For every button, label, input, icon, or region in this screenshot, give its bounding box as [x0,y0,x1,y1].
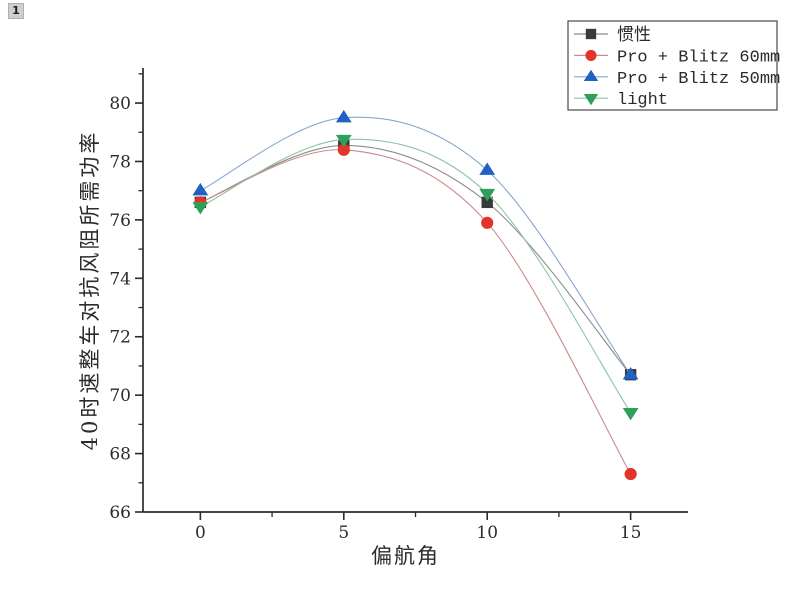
series-marker-1-2 [481,216,494,229]
y-tick-label: 68 [109,445,131,465]
legend-swatch-marker-0 [585,28,597,40]
legend-label-1: Pro + Blitz 60mm [617,48,780,67]
x-tick-label: 10 [476,523,498,543]
legend-swatch-marker-1 [585,49,597,61]
series-line-1 [200,149,632,475]
series-marker-3-3 [622,408,639,421]
legend-swatch-marker-3 [583,93,599,106]
series-marker-3-1 [335,134,352,148]
y-tick-label: 70 [109,386,131,406]
page-number-badge: 1 [8,3,24,19]
x-tick-label: 0 [195,523,206,543]
series-marker-2-0 [192,182,209,196]
legend-box [567,20,778,111]
x-tick-label: 5 [338,523,349,543]
y-tick-label: 72 [109,328,131,348]
y-tick-label: 76 [109,211,131,231]
legend-label-2: Pro + Blitz 50mm [617,70,780,89]
legend-swatch-marker-2 [583,69,599,82]
series-marker-3-0 [192,202,209,215]
series-marker-2-1 [335,109,352,123]
legend-label-3: light [617,91,668,110]
y-tick-label: 78 [109,152,131,172]
series-line-2 [200,116,632,376]
series-marker-2-3 [622,366,639,380]
series-line-0 [200,144,632,376]
x-tick-label: 15 [620,523,642,543]
y-axis-label: 40时速整车对抗风阻所需功率 [78,130,102,451]
x-axis-label: 偏航角 [371,544,440,568]
series-marker-3-2 [479,188,496,202]
series-marker-1-3 [624,467,637,481]
series-marker-2-2 [479,162,496,175]
series-line-3 [200,138,632,413]
y-tick-label: 80 [109,94,131,114]
legend-label-0: 惯性 [617,25,651,46]
y-tick-label: 66 [109,503,131,523]
y-tick-label: 74 [109,269,131,289]
